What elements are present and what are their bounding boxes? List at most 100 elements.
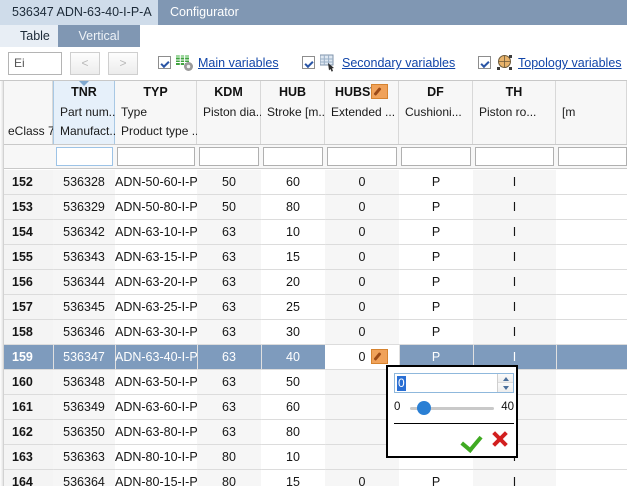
cell-hubst[interactable]: 0: [325, 245, 399, 269]
cell-hub[interactable]: 80: [261, 420, 325, 444]
cell-df[interactable]: P: [399, 295, 473, 319]
cell-hub[interactable]: 15: [261, 470, 325, 486]
cell-typ[interactable]: ADN-63-40-I-P-A: [115, 350, 197, 364]
cell-typ[interactable]: ADN-63-50-I-P-A: [115, 370, 197, 394]
cell-hub[interactable]: 50: [261, 370, 325, 394]
cell-idx[interactable]: 161: [4, 395, 53, 419]
column-header-hub[interactable]: HUB Stroke [m...: [261, 81, 328, 144]
cell-kdm[interactable]: 63: [197, 420, 261, 444]
column-header-tnr[interactable]: TNR Part num... Manufact...: [53, 81, 119, 144]
filter-input-partial[interactable]: [558, 147, 627, 166]
cell-idx[interactable]: 164: [4, 470, 53, 486]
cell-tnr[interactable]: 536328: [53, 170, 115, 194]
cell-hubst[interactable]: 0: [325, 470, 399, 486]
secondary-variables-checkbox[interactable]: [302, 56, 315, 69]
cell-hub[interactable]: 20: [261, 270, 325, 294]
cell-hub[interactable]: 60: [261, 170, 325, 194]
cell-th[interactable]: I: [473, 295, 556, 319]
cell-idx[interactable]: 158: [4, 320, 53, 344]
cell-kdm[interactable]: 63: [222, 350, 236, 364]
tab-vertical[interactable]: Vertical: [58, 25, 140, 47]
cell-hubst[interactable]: 0: [325, 195, 399, 219]
cell-idx[interactable]: 157: [4, 295, 53, 319]
filter-input-hub[interactable]: [263, 147, 323, 166]
cell-th[interactable]: I: [512, 350, 517, 364]
slider-track[interactable]: [410, 407, 494, 410]
main-variables-checkbox[interactable]: [158, 56, 171, 69]
cell-kdm[interactable]: 63: [197, 370, 261, 394]
column-header-th[interactable]: TH Piston ro...: [473, 81, 556, 144]
cell-kdm[interactable]: 63: [197, 245, 261, 269]
cell-th[interactable]: I: [473, 320, 556, 344]
cell-tnr[interactable]: 536343: [53, 245, 115, 269]
filter-input-th[interactable]: [475, 147, 554, 166]
cell-last[interactable]: [556, 445, 627, 469]
cell-tnr[interactable]: 536349: [53, 395, 115, 419]
cell-last[interactable]: [556, 370, 627, 394]
edit-pencil-icon[interactable]: [371, 84, 388, 99]
cell-idx[interactable]: 154: [4, 220, 53, 244]
cell-hub[interactable]: 10: [261, 220, 325, 244]
column-header-index[interactable]: eClass 7.1: [4, 81, 65, 144]
document-tab-configurator[interactable]: Configurator: [158, 0, 251, 25]
cell-hub[interactable]: 10: [261, 445, 325, 469]
tab-table[interactable]: Table: [20, 29, 50, 43]
cell-last[interactable]: [556, 295, 627, 319]
value-slider[interactable]: 0 40: [394, 399, 514, 417]
cell-idx[interactable]: 163: [4, 445, 53, 469]
cell-last[interactable]: [556, 395, 627, 419]
cell-typ[interactable]: ADN-80-15-I-P-A: [115, 470, 197, 486]
cell-typ[interactable]: ADN-63-15-I-P-A: [115, 245, 197, 269]
cell-tnr[interactable]: 536346: [53, 320, 115, 344]
cell-last[interactable]: [556, 195, 627, 219]
filter-input-hubst[interactable]: [327, 147, 397, 166]
cell-hubst[interactable]: 0: [325, 320, 399, 344]
next-button[interactable]: >: [108, 52, 138, 75]
cell-idx[interactable]: 155: [4, 245, 53, 269]
cell-df[interactable]: P: [399, 195, 473, 219]
column-header-kdm[interactable]: KDM Piston dia...: [197, 81, 266, 144]
cell-df[interactable]: P: [399, 220, 473, 244]
cell-th[interactable]: I: [473, 170, 556, 194]
row-edit-pencil-icon[interactable]: [371, 349, 388, 364]
filter-input-typ[interactable]: [117, 147, 195, 166]
cell-kdm[interactable]: 63: [197, 295, 261, 319]
cell-idx[interactable]: 160: [4, 370, 53, 394]
cell-df[interactable]: P: [399, 470, 473, 486]
filter-input-tnr[interactable]: [56, 147, 113, 166]
cell-th[interactable]: I: [473, 470, 556, 486]
cell-tnr[interactable]: 536348: [53, 370, 115, 394]
cell-kdm[interactable]: 50: [197, 170, 261, 194]
cell-tnr[interactable]: 536344: [53, 270, 115, 294]
cell-idx[interactable]: 159: [12, 350, 33, 364]
cell-last[interactable]: [556, 170, 627, 194]
cell-typ[interactable]: ADN-63-25-I-P-A: [115, 295, 197, 319]
cell-last[interactable]: [556, 320, 627, 344]
column-header-typ[interactable]: TYP Type Product type ...: [115, 81, 202, 144]
topology-variables-checkbox[interactable]: [478, 56, 491, 69]
cell-last[interactable]: [556, 420, 627, 444]
cell-hub[interactable]: 15: [261, 245, 325, 269]
cell-hubst[interactable]: 0: [325, 295, 399, 319]
value-spinner[interactable]: 0: [394, 373, 514, 393]
cell-typ[interactable]: ADN-63-60-I-P-A: [115, 395, 197, 419]
cell-kdm[interactable]: 80: [197, 445, 261, 469]
cell-kdm[interactable]: 63: [197, 220, 261, 244]
cell-idx[interactable]: 152: [4, 170, 53, 194]
cell-typ[interactable]: ADN-50-60-I-P-A: [115, 170, 197, 194]
cell-hub[interactable]: 40: [286, 350, 300, 364]
cell-df[interactable]: P: [399, 320, 473, 344]
cell-typ[interactable]: ADN-63-30-I-P-A: [115, 320, 197, 344]
cell-kdm[interactable]: 63: [197, 320, 261, 344]
cell-kdm[interactable]: 80: [197, 470, 261, 486]
cell-hub[interactable]: 25: [261, 295, 325, 319]
